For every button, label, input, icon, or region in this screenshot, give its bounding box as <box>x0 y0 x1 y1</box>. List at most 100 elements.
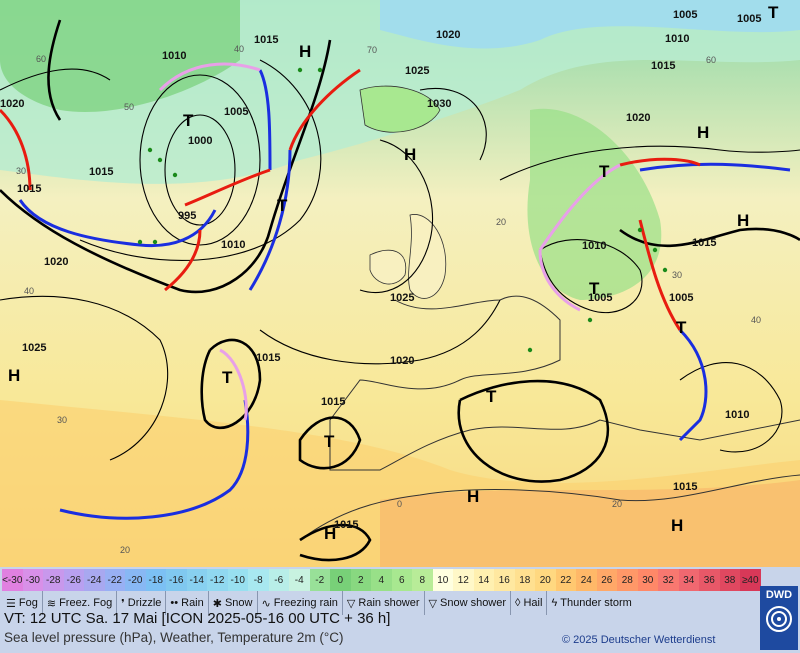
low-center: T <box>277 196 288 215</box>
warm-north-africa <box>380 480 800 567</box>
greenland-cold <box>0 0 240 112</box>
weather-legend-label: Rain shower <box>358 597 420 609</box>
temperature-scale: <-30 -30 -28 -26 -24 -22 -20 -18 -16 -14 -12 -10 -8-… <box>2 569 761 591</box>
scale-cell: 34 <box>678 569 699 591</box>
temp-mark: 40 <box>234 44 244 54</box>
isobar-label: 1005 <box>673 9 697 21</box>
chart-subtitle: Sea level pressure (hPa), Weather, Tempe… <box>4 630 344 645</box>
warm-front <box>184 168 271 207</box>
scale-cell: -10 <box>227 569 248 591</box>
cold-front <box>639 162 791 172</box>
scale-cell: -18 <box>145 569 166 591</box>
isobar-label: 1005 <box>737 13 761 25</box>
valid-time: VT: 12 UTC Sa. 17 Mai [ICON 2025-05-16 0… <box>4 610 391 627</box>
temp-mark: 30 <box>16 166 26 176</box>
scale-cell: 30 <box>637 569 658 591</box>
scale-cell: -24 <box>84 569 105 591</box>
isobar-label: 1025 <box>390 292 414 304</box>
high-center: H <box>404 145 416 164</box>
isobar-1015 <box>0 39 332 294</box>
rain-dot <box>652 247 658 253</box>
isobar-label: 1005 <box>588 292 612 304</box>
isobar-label: 1015 <box>321 396 345 408</box>
isobar-label: 995 <box>178 210 196 222</box>
cold-front <box>18 199 217 248</box>
warm-front <box>288 68 361 151</box>
low-center: T <box>676 318 687 337</box>
isobar-label: 1015 <box>256 352 280 364</box>
isobar-label: 1015 <box>89 166 113 178</box>
weather-legend-item: ☰ Fog <box>2 591 42 615</box>
copyright: © 2025 Deutscher Wetterdienst <box>562 634 716 646</box>
thunderstorm-icon: ϟ <box>551 597 558 609</box>
temp-mark: 60 <box>706 55 716 65</box>
low-center: T <box>222 368 233 387</box>
scale-cell: -16 <box>166 569 187 591</box>
temperature-marks: 60 50 40 30 20 70 60 20 40 30 20 40 30 0 <box>16 44 761 555</box>
rain-shower-icon: ▽ <box>346 597 356 610</box>
dwd-logo-mark <box>766 606 792 632</box>
isobar-label: 1030 <box>427 98 451 110</box>
isobar-label: 1020 <box>390 355 414 367</box>
isobar-label: 1010 <box>162 50 186 62</box>
isobar-label: 1005 <box>669 292 693 304</box>
isobar-1015-med <box>457 379 610 483</box>
weather-legend-item: ❜ Drizzle <box>116 591 165 615</box>
isobar-label: 1010 <box>582 240 606 252</box>
isobar-label: 1005 <box>224 106 248 118</box>
warm-front <box>619 157 701 167</box>
isobar-low-center <box>139 74 261 246</box>
rain-dot <box>637 227 643 233</box>
weather-legend-item: ∿ Freezing rain <box>256 591 342 615</box>
scale-cell: -12 <box>207 569 228 591</box>
scale-cell: 10 <box>432 569 453 591</box>
isobar-label: 1025 <box>405 65 429 77</box>
temp-mark: 60 <box>36 54 46 64</box>
isobar <box>0 68 111 91</box>
rain-dot <box>297 67 303 73</box>
iceland <box>359 85 441 133</box>
isobar-label: 1020 <box>44 256 68 268</box>
weather-legend-label: Freez. Fog <box>59 597 113 609</box>
scale-cell: 38 <box>719 569 740 591</box>
isobar-low-inner <box>164 114 236 226</box>
isobar-label: 1015 <box>17 183 41 195</box>
isobar <box>419 88 487 161</box>
scale-cell: -4 <box>289 569 310 591</box>
scale-cell: 24 <box>576 569 597 591</box>
freezing-rain-icon: ∿ <box>261 597 271 610</box>
scale-cell: 28 <box>617 569 638 591</box>
warm-front <box>0 108 32 191</box>
isobar <box>679 362 783 453</box>
weather-legend-item: ◊ Hail <box>510 591 546 615</box>
scale-cell: 36 <box>699 569 720 591</box>
scale-cell: 12 <box>453 569 474 591</box>
weather-legend-item: ϟ Thunder storm <box>546 591 635 615</box>
scale-cell: 14 <box>473 569 494 591</box>
scale-cell: 8 <box>412 569 433 591</box>
europe-coast <box>329 295 800 471</box>
rain-dot <box>587 317 593 323</box>
cold-front <box>258 69 272 171</box>
low-center: T <box>589 279 600 298</box>
high-center: H <box>737 211 749 230</box>
temp-mark: 40 <box>751 315 761 325</box>
high-center: H <box>8 366 20 385</box>
isobar-label: 1020 <box>626 112 650 124</box>
thick-isobars <box>0 19 800 562</box>
isobar-label: 1010 <box>221 239 245 251</box>
isobar-1015-iberia <box>298 416 362 470</box>
scale-cell: <-30 <box>2 569 23 591</box>
low-center: T <box>599 162 610 181</box>
isobar-label: 1025 <box>22 342 46 354</box>
isobar-label: 1000 <box>188 135 212 147</box>
rain-dot <box>137 239 143 245</box>
isobars <box>0 59 800 461</box>
dwd-logo-text: DWD <box>765 589 793 601</box>
weather-legend-item: ✱ Snow <box>207 591 257 615</box>
scale-cell: 22 <box>555 569 576 591</box>
occlusion <box>158 62 261 92</box>
scale-cell: -14 <box>186 569 207 591</box>
isobar-label: 1020 <box>0 98 24 110</box>
isobar-label: 1010 <box>725 409 749 421</box>
